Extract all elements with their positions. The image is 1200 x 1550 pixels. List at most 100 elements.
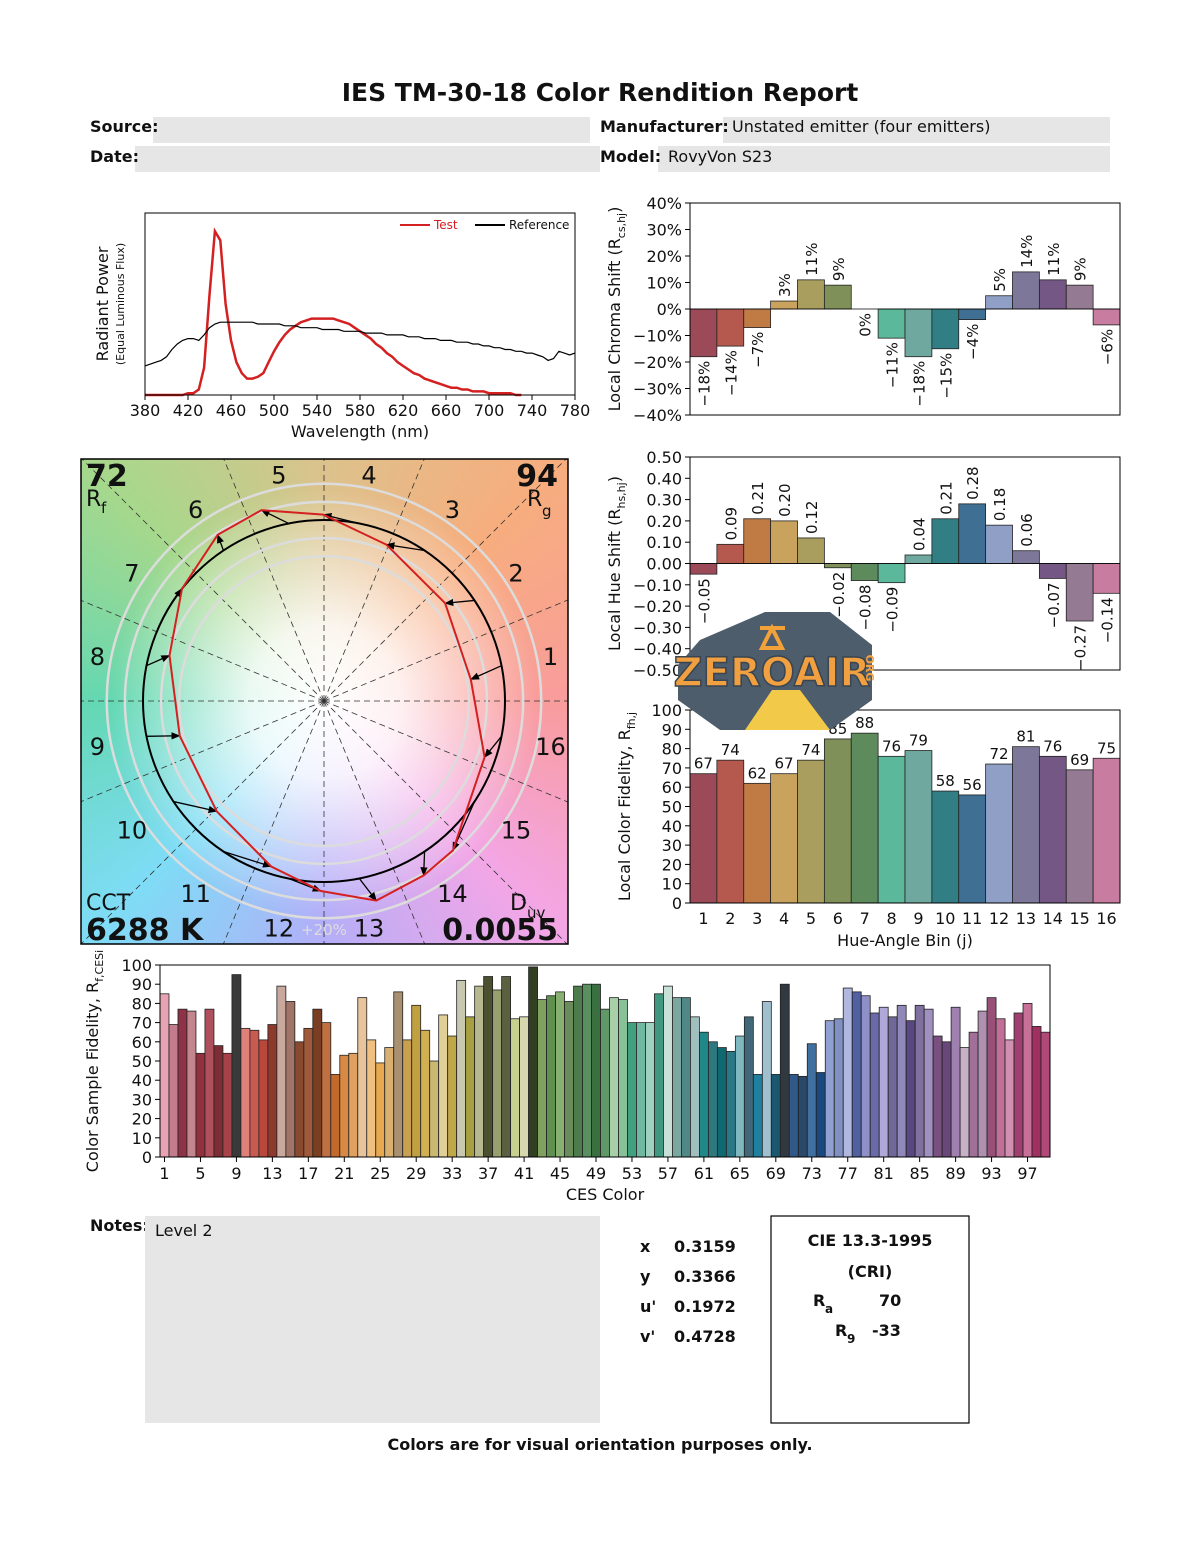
bar [636,1022,646,1158]
vector-graphic-frame [80,458,569,945]
bar [1038,279,1067,310]
plot-frame [144,212,576,396]
y-tick-label: 40 [132,1071,152,1090]
hue-bin-label: 5 [271,461,286,489]
bar [438,1014,449,1158]
y-tick-label: 0 [672,894,682,913]
bar [734,1035,745,1158]
y-tick-label: 40 [662,817,682,836]
x-tick-label: 700 [474,401,505,420]
value-label: 0.28 [964,466,982,499]
bar [159,993,170,1158]
x-tick-label: 81 [874,1164,894,1183]
x-tick-label: 16 [1096,909,1116,928]
shift-arrow [146,732,181,740]
shift-arrow [444,598,475,607]
y-tick-label: 0.00 [646,555,682,574]
value-label: −0.05 [695,578,713,624]
x-tick-label: 2 [725,909,735,928]
x-tick-label: 69 [766,1164,786,1183]
bar [276,985,287,1158]
notes-text: Level 2 [155,1221,213,1240]
bar [860,995,871,1158]
value-label: 11% [803,243,821,276]
bar [1065,769,1094,904]
bar [716,543,745,564]
y-axis-label-text: ) [605,207,624,213]
bar [1038,563,1067,579]
y-axis-label-subscript: cs,hj [615,213,628,238]
bar [1065,563,1094,622]
bar [348,1052,359,1158]
x-tick-label: 8 [886,909,896,928]
shift-arrow [223,850,273,868]
y-tick-label: 0.10 [646,533,682,552]
bar [312,1008,323,1158]
value-label: −11% [884,342,902,388]
x-tick-label: 5 [195,1164,205,1183]
bar [672,997,682,1158]
y-tick-label: 60 [662,778,682,797]
bar [321,1022,332,1158]
bar [609,997,619,1158]
x-axis-label: Wavelength (nm) [291,422,429,441]
bar [904,750,933,904]
bar [564,1001,574,1158]
shift-arrow [385,542,425,552]
bar [339,1054,350,1158]
cri-title: CIE 13.3-1995 [808,1231,933,1250]
hue-bin-label: 12 [264,915,295,943]
y-tick-label: 10 [662,875,682,894]
bar [1013,1012,1024,1158]
cri-subtitle: (CRI) [848,1262,893,1281]
bar [770,300,798,310]
r9-symbol: R [835,1321,847,1340]
bar [968,1031,979,1158]
value-label: 9% [1072,257,1090,281]
x-axis-label: Hue-Angle Bin (j) [837,931,973,950]
manufacturer-label: Manufacturer: [600,117,729,136]
value-label: 76 [882,737,901,755]
bar [393,991,404,1158]
bar [887,1016,898,1158]
bar [1092,308,1121,326]
bar [931,790,960,904]
bar [689,773,718,904]
x-tick-label: 9 [231,1164,241,1183]
value-label: 88 [855,714,874,732]
bar [1012,746,1040,904]
value-label: −7% [749,332,767,368]
value-label: 5% [991,268,1009,292]
model-value: RovyVon S23 [668,147,772,166]
bar [931,518,960,564]
hue-bin-label: 2 [508,560,523,588]
y-tick-label: 50 [132,1052,152,1071]
y-tick-label: 0.30 [646,491,682,510]
shift-arrow [420,851,428,877]
bar [788,1074,799,1158]
rf-value: 72 [86,459,128,494]
manufacturer-value: Unstated emitter (four emitters) [732,117,990,136]
y-tick-label: 10 [132,1129,152,1148]
y-tick-label: 100 [121,956,152,975]
y-axis-label: Color Sample Fidelity, Rf,CESi [83,950,106,1172]
value-label: 0.20 [776,483,794,516]
bar [716,308,745,347]
hue-bin-label: 6 [188,496,203,524]
bar [501,976,512,1158]
y-axis-note: (Equal Luminous Flux) [114,243,127,365]
y-axis-label-text: ) [605,476,624,482]
ra-subscript: a [825,1302,833,1316]
bar [743,308,772,328]
y-tick-label: 70 [662,759,682,778]
value-label: 9% [830,257,848,281]
y-tick-label: 40% [646,194,682,213]
value-label: 0% [857,313,875,337]
bar [213,1045,224,1158]
bar [770,1074,781,1158]
value-label: 0.21 [749,481,767,514]
y-tick-label: 80 [132,994,152,1013]
x-tick-label: 61 [694,1164,714,1183]
y-axis-label-text: Local Color Fidelity, R [615,729,634,901]
